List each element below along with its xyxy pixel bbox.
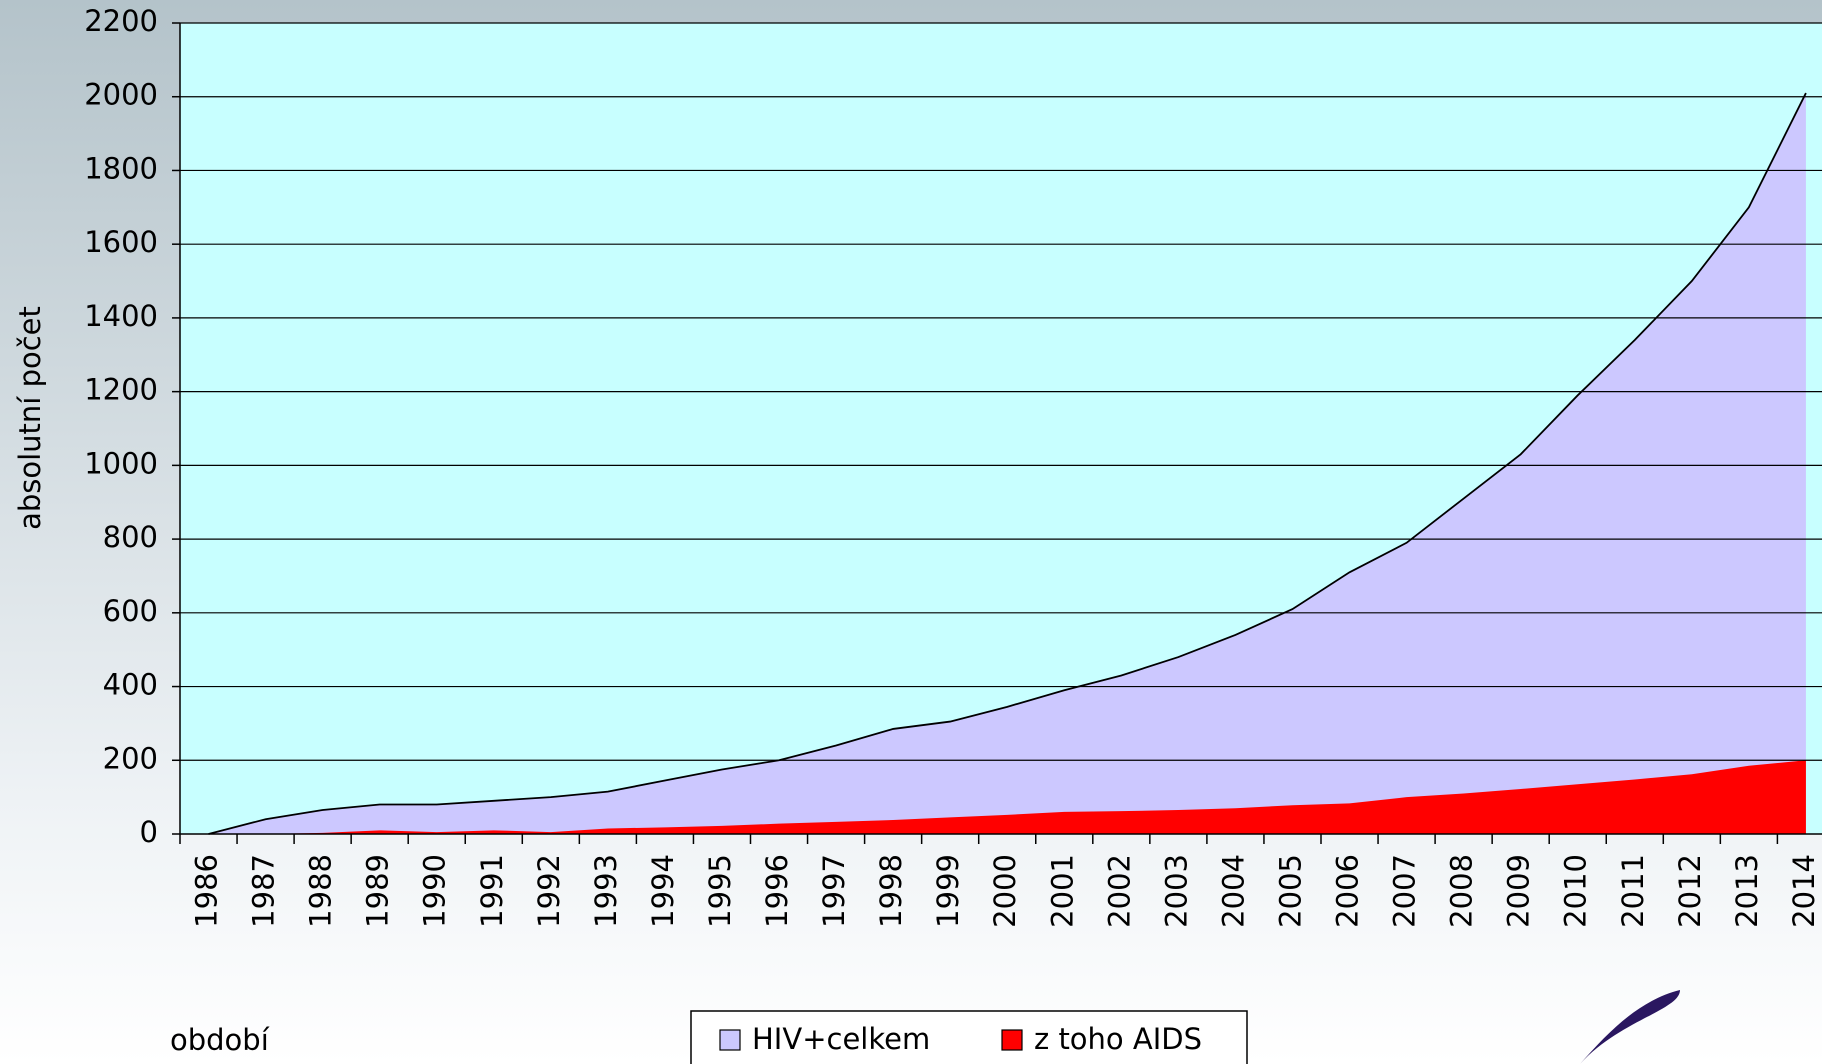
x-tick-label: 2001: [1045, 854, 1079, 928]
legend-swatch: [719, 1029, 741, 1051]
legend-swatch: [1001, 1029, 1023, 1051]
x-tick-label: 1995: [703, 854, 737, 928]
y-tick-label: 1400: [84, 299, 158, 333]
y-tick-label: 800: [103, 520, 158, 554]
area: [208, 760, 1806, 834]
x-tick-label: 2010: [1559, 854, 1593, 928]
y-tick-label: 600: [103, 594, 158, 628]
x-tick-label: 1996: [760, 854, 794, 928]
x-tick-label: 2000: [988, 854, 1022, 928]
x-tick-label: 2003: [1159, 854, 1193, 928]
x-tick-label: 1988: [304, 854, 338, 928]
x-tick-label: 1999: [931, 854, 965, 928]
x-tick-label: 1992: [532, 854, 566, 928]
x-tick-label: 1993: [589, 854, 623, 928]
y-tick-label: 200: [103, 741, 158, 775]
x-tick-label: 1986: [190, 854, 224, 928]
x-tick-label: 2006: [1331, 854, 1365, 928]
x-tick-label: 1998: [874, 854, 908, 928]
x-tick-label: 2004: [1216, 854, 1250, 928]
logo: [1580, 990, 1680, 1064]
x-tick-label: 2005: [1273, 854, 1307, 928]
x-tick-label: 2007: [1388, 854, 1422, 928]
area: [208, 93, 1806, 835]
y-tick-label: 1000: [84, 446, 158, 480]
x-tick-label: 1987: [247, 854, 281, 928]
y-axis-label: absolutní počet: [13, 306, 47, 530]
x-tick-label: 2014: [1787, 854, 1821, 928]
x-tick-label: 2002: [1102, 854, 1136, 928]
legend-box: [690, 1010, 1248, 1064]
legend-label: z toho AIDS: [1034, 1022, 1202, 1056]
x-tick-label: 1997: [817, 854, 851, 928]
y-tick-label: 0: [140, 815, 158, 849]
x-tick-label: 2013: [1730, 854, 1764, 928]
x-tick-label: 1994: [646, 854, 680, 928]
x-tick-label: 2012: [1673, 854, 1707, 928]
x-tick-label: 2008: [1445, 854, 1479, 928]
x-tick-label: 1990: [418, 854, 452, 928]
x-axis-label: období: [170, 1023, 270, 1057]
legend-label: HIV+celkem: [752, 1022, 930, 1056]
area-outline: [208, 92, 1807, 835]
y-tick-label: 2200: [84, 4, 158, 38]
x-tick-label: 2009: [1502, 854, 1536, 928]
x-tick-label: 1991: [475, 854, 509, 928]
y-tick-label: 1600: [84, 225, 158, 259]
y-tick-label: 2000: [84, 78, 158, 112]
y-tick-label: 1800: [84, 151, 158, 185]
y-tick-label: 400: [103, 668, 158, 702]
x-tick-label: 2011: [1616, 854, 1650, 928]
y-tick-label: 1200: [84, 373, 158, 407]
x-tick-label: 1989: [361, 854, 395, 928]
